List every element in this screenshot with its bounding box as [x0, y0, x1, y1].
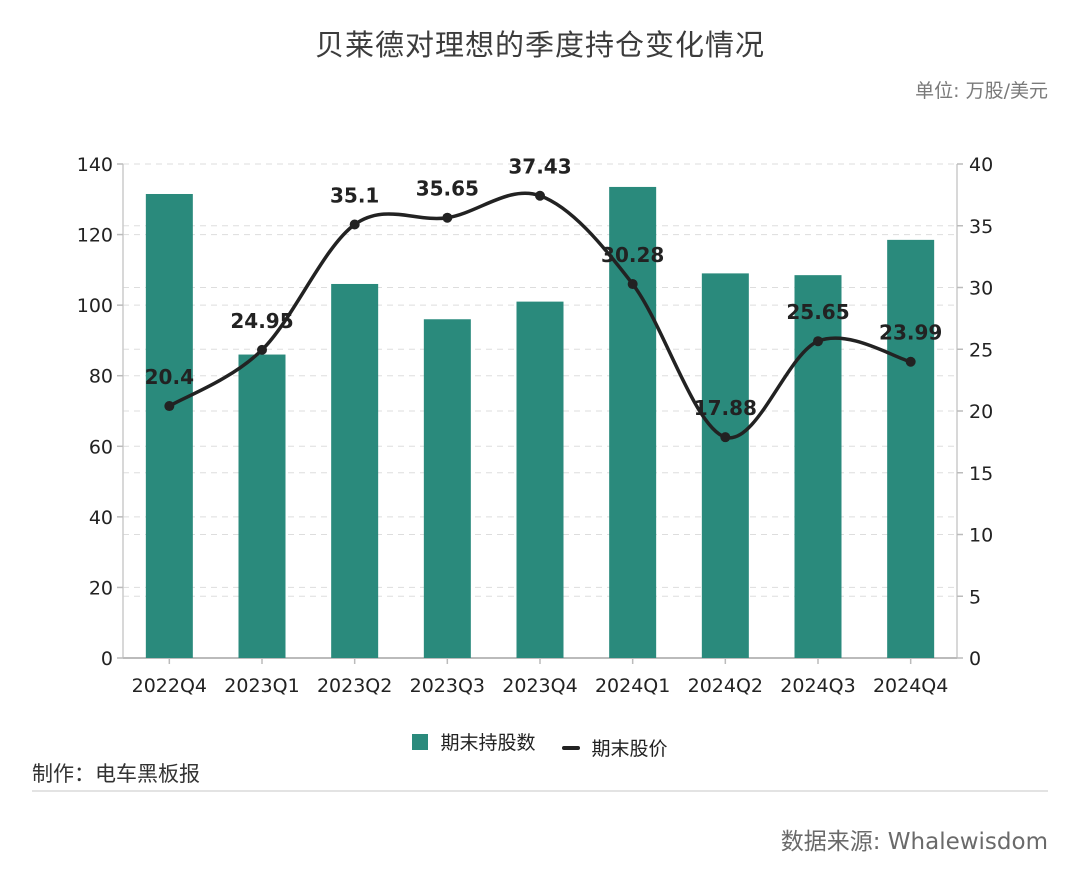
y-right-tick-label: 30	[969, 278, 993, 300]
price-point	[535, 190, 545, 201]
y-right-tick-label: 15	[969, 463, 993, 485]
y-left-tick-label: 0	[101, 648, 113, 670]
legend-label-line: 期末股价	[591, 738, 668, 760]
price-data-label: 37.43	[508, 155, 571, 179]
legend: 期末持股数 期末股价	[0, 728, 1080, 761]
legend-line-swatch	[561, 745, 580, 750]
x-tick-label: 2024Q1	[595, 675, 670, 697]
legend-label-bar: 期末持股数	[440, 732, 536, 754]
y-left-tick-label: 40	[89, 507, 113, 529]
x-tick-label: 2023Q1	[224, 675, 299, 697]
price-data-label: 30.28	[601, 243, 664, 267]
source-text: 数据来源: Whalewisdom	[780, 829, 1048, 855]
legend-item-bar: 期末持股数	[412, 728, 535, 755]
y-left-tick-label: 140	[77, 154, 113, 176]
x-tick-label: 2024Q2	[688, 675, 763, 697]
price-data-label: 35.1	[330, 184, 379, 208]
price-data-label: 24.95	[230, 309, 293, 333]
legend-bar-swatch	[412, 733, 429, 750]
y-left-tick-label: 120	[77, 225, 113, 247]
bar	[516, 301, 564, 658]
y-right-tick-label: 10	[969, 525, 993, 547]
y-left-tick-label: 20	[89, 577, 113, 599]
price-point	[164, 401, 175, 412]
y-right-tick-label: 40	[969, 154, 993, 176]
price-point	[442, 212, 453, 223]
credit-text: 制作：电车黑板报	[32, 762, 200, 786]
y-right-tick-label: 0	[969, 648, 981, 670]
y-left-tick-label: 60	[89, 436, 113, 458]
y-left-tick-label: 100	[77, 295, 113, 317]
price-data-label: 20.4	[145, 365, 194, 389]
chart-canvas: 0 20 40 60 80 100 120 140 0 5 10 15 20 25 30 35 40 2022Q4…	[77, 154, 993, 697]
price-point	[720, 432, 731, 443]
y-right-tick-label: 35	[969, 216, 993, 238]
unit-label: 单位: 万股/美元	[915, 80, 1048, 102]
legend-item-line: 期末股价	[561, 734, 668, 761]
bar	[238, 354, 286, 658]
price-data-label: 17.88	[694, 396, 757, 420]
bar	[887, 239, 935, 658]
y-left-tick-label: 80	[89, 366, 113, 388]
bar	[701, 273, 749, 658]
chart-title: 贝莱德对理想的季度持仓变化情况	[314, 28, 765, 62]
price-point	[627, 279, 638, 290]
price-point	[905, 356, 916, 367]
price-point	[813, 336, 823, 347]
x-tick-label: 2024Q4	[873, 675, 948, 697]
x-tick-label: 2024Q3	[780, 675, 855, 697]
x-tick-label: 2023Q4	[502, 675, 577, 697]
price-line	[168, 191, 912, 440]
y-right-tick-label: 25	[969, 339, 993, 361]
price-point	[257, 344, 267, 355]
y-right-tick-label: 5	[969, 586, 981, 608]
bar	[331, 283, 379, 658]
bar	[145, 193, 193, 658]
price-data-label: 25.65	[786, 300, 849, 324]
price-data-label: 23.99	[879, 321, 942, 345]
bar	[794, 275, 842, 658]
divider	[32, 790, 1048, 792]
x-tick-label: 2023Q3	[410, 675, 485, 697]
y-right-tick-label: 20	[969, 401, 993, 423]
x-tick-label: 2022Q4	[132, 675, 207, 697]
x-tick-label: 2023Q2	[317, 675, 392, 697]
bar	[423, 319, 471, 658]
price-data-label: 35.65	[416, 177, 479, 201]
price-point	[349, 219, 360, 230]
